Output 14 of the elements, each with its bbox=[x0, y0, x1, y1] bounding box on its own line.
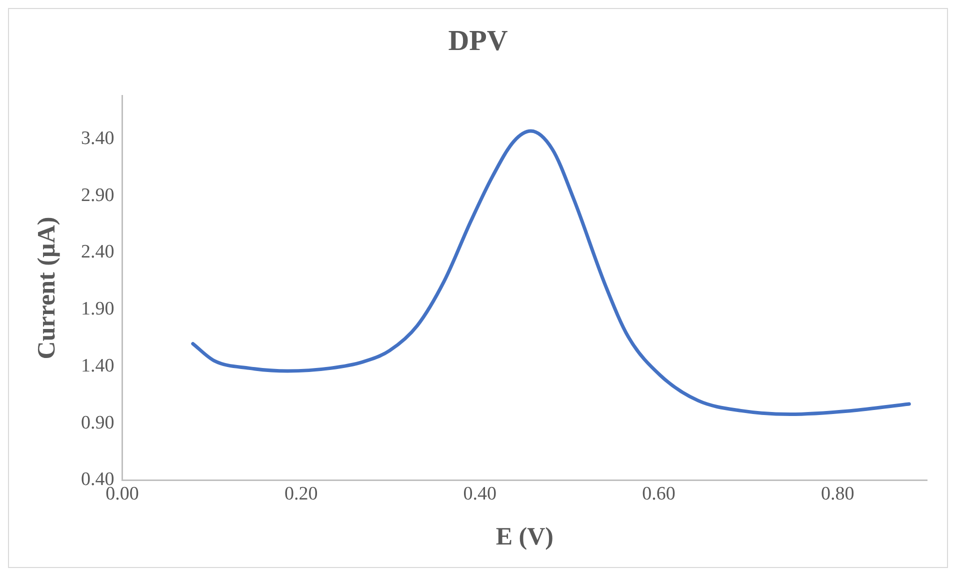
y-tick-label: 1.40 bbox=[81, 355, 114, 376]
y-tick-label: 2.90 bbox=[81, 184, 114, 206]
line-series bbox=[191, 129, 911, 416]
x-tick-label: 0.60 bbox=[642, 484, 676, 505]
chart-title: DPV bbox=[448, 24, 508, 57]
y-tick-label: 3.40 bbox=[81, 128, 114, 149]
x-tick-label: 0.80 bbox=[820, 484, 854, 505]
x-tick-label: 0.20 bbox=[284, 484, 318, 505]
y-tick-label: 2.40 bbox=[81, 242, 114, 263]
y-tick-label: 0.90 bbox=[81, 412, 114, 434]
x-axis-title: E (V) bbox=[496, 523, 554, 550]
y-axis-title: Current (µA) bbox=[33, 216, 60, 360]
y-tick-label: 1.90 bbox=[81, 298, 114, 320]
x-tick-label: 0.40 bbox=[463, 484, 497, 505]
